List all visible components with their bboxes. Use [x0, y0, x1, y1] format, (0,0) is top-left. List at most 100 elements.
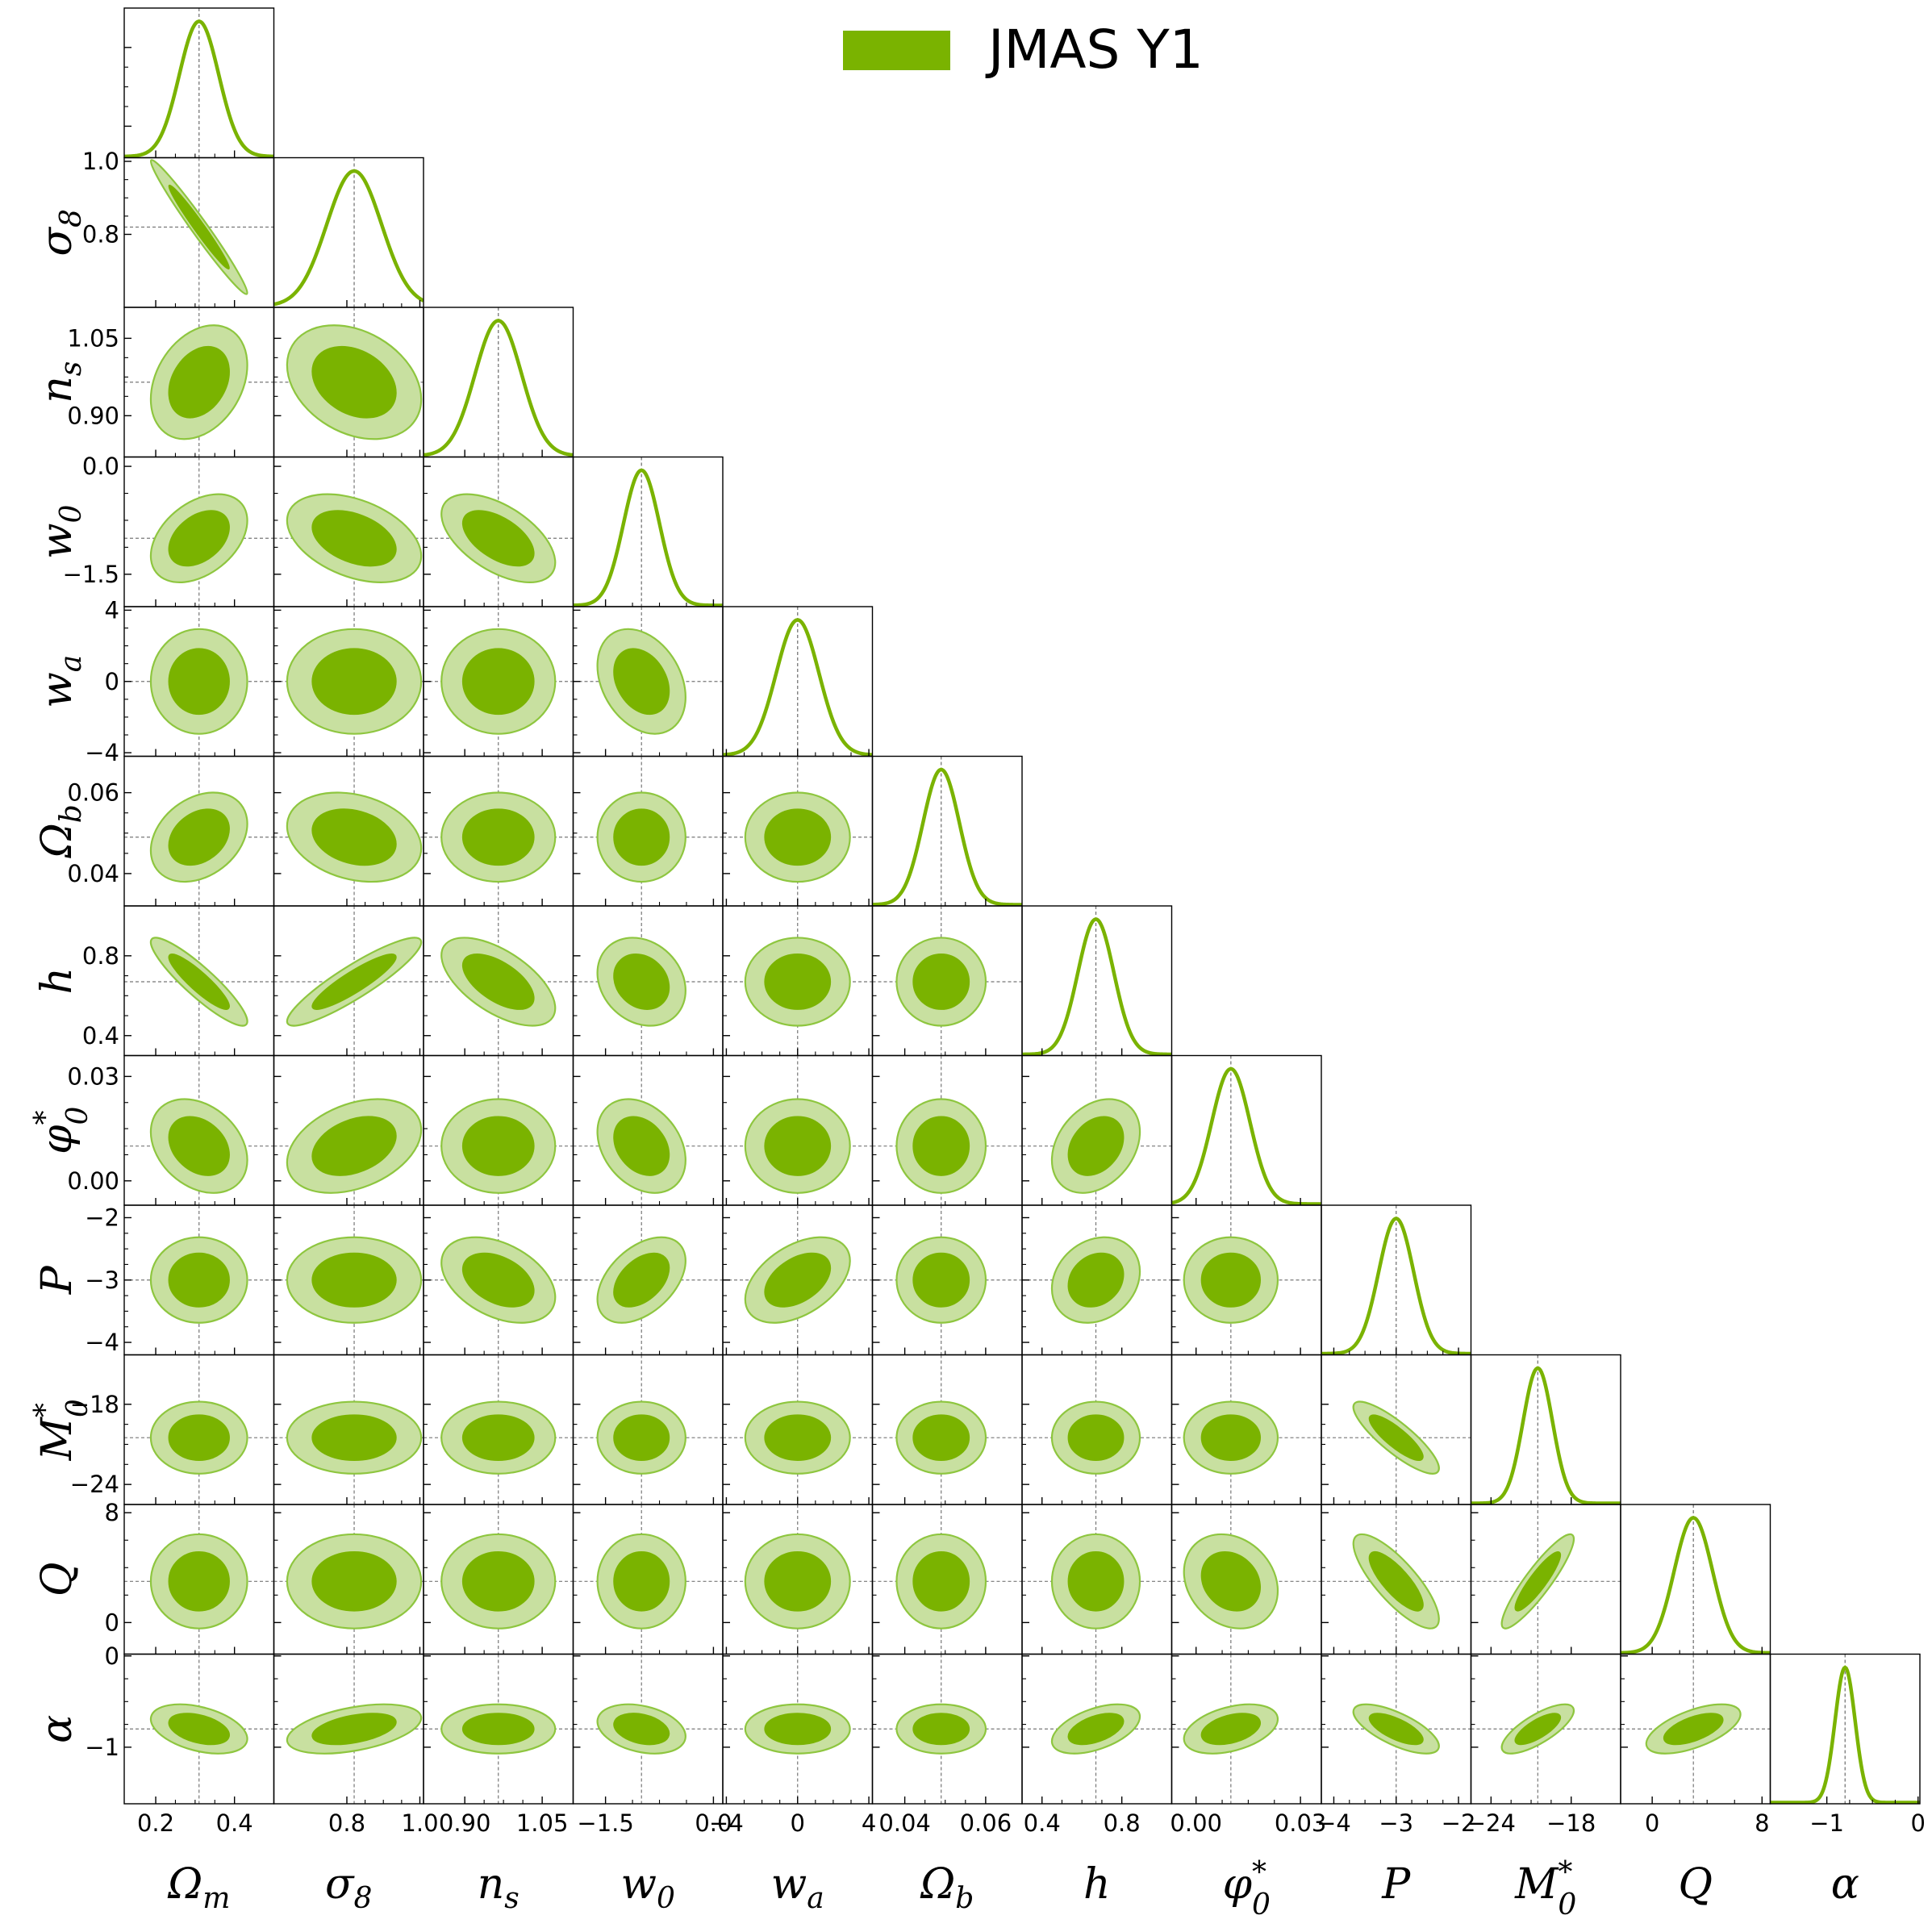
panel-P-Om: [123, 1204, 275, 1356]
contour-1sigma: [168, 1713, 230, 1746]
panel-Q-M0: [1470, 1504, 1621, 1655]
panel-frame: [1470, 1354, 1621, 1505]
contour-1sigma: [311, 954, 397, 1010]
panels: [123, 7, 1921, 1805]
y-tick-label-w0: −1.5: [63, 561, 119, 588]
contour-1sigma: [1368, 1414, 1424, 1461]
panel-s8-Om: [123, 156, 275, 308]
y-tick-label-P: −2: [85, 1204, 119, 1231]
x-axis-label-P: P: [1381, 1860, 1411, 1909]
contour-1sigma: [1067, 1713, 1125, 1746]
panel-alpha-h: [1021, 1653, 1173, 1805]
panel-Q-P: [1321, 1504, 1472, 1655]
panel-M0-h: [1021, 1354, 1173, 1505]
x-tick-label-s8: 0.8: [328, 1809, 365, 1837]
panel-h-ns: [423, 905, 574, 1057]
contour-1sigma: [168, 808, 230, 866]
contour-1sigma: [461, 510, 535, 567]
y-tick-label-alpha: 0: [105, 1642, 119, 1670]
panel-alpha-phi: [1170, 1653, 1322, 1805]
x-axis-label-M0: M* 0: [1514, 1856, 1576, 1922]
contour-1sigma: [764, 808, 832, 866]
panel-P-P: [1321, 1204, 1472, 1356]
contour-1sigma: [461, 808, 535, 866]
contour-1sigma: [613, 1252, 670, 1308]
x-tick-label-w0: 0.0: [695, 1809, 732, 1837]
panel-P-w0: [572, 1204, 724, 1356]
panel-Q-wa: [722, 1504, 874, 1655]
contour-1sigma: [311, 648, 397, 716]
panel-alpha-Om: [123, 1653, 275, 1805]
panel-M0-phi: [1170, 1354, 1322, 1505]
panel-M0-ns: [423, 1354, 574, 1505]
contour-1sigma: [1663, 1713, 1724, 1746]
y-axis-label-alpha: α: [33, 1715, 81, 1743]
contour-1sigma: [613, 1550, 670, 1612]
panel-P-h: [1021, 1204, 1173, 1356]
contour-1sigma: [461, 648, 535, 716]
contour-1sigma: [613, 1713, 670, 1746]
y-tick-label-alpha: −1: [85, 1734, 119, 1761]
contour-1sigma: [168, 345, 230, 419]
panel-h-s8: [273, 905, 424, 1057]
y-axis-label-Ob: Ωb: [33, 804, 88, 858]
y-tick-label-wa: 0: [105, 668, 119, 695]
contour-1sigma: [912, 1550, 970, 1612]
panel-wa-Om: [123, 606, 275, 757]
contour-1sigma: [461, 1713, 535, 1746]
y-axis-label-phi: φ*0: [29, 1107, 94, 1154]
y-axis-label-h: h: [33, 967, 81, 995]
panel-h-h: [1021, 905, 1173, 1057]
legend-label: JMAS Y1: [985, 19, 1204, 81]
panel-Ob-wa: [722, 755, 874, 907]
panel-P-Ob: [871, 1204, 1023, 1356]
contour-1sigma: [1200, 1713, 1262, 1746]
x-tick-label-w0: −1.5: [577, 1809, 633, 1837]
contour-1sigma: [1067, 1116, 1125, 1176]
panel-frame: [1769, 1653, 1921, 1805]
x-tick-label-P: −4: [1317, 1809, 1351, 1837]
y-tick-label-Q: 8: [105, 1499, 119, 1526]
x-tick-label-M0: −24: [1467, 1809, 1516, 1837]
y-tick-label-wa: 4: [105, 596, 119, 624]
contour-1sigma: [1200, 1414, 1262, 1461]
panel-phi-Ob: [871, 1054, 1023, 1206]
x-tick-label-Q: 8: [1755, 1809, 1769, 1837]
panel-Ob-w0: [572, 755, 724, 907]
contour-1sigma: [764, 1414, 832, 1461]
panel-phi-w0: [572, 1054, 724, 1206]
panel-ns-ns: [423, 307, 574, 458]
x-tick-label-Q: 0: [1645, 1809, 1659, 1837]
panel-alpha-M0: [1470, 1653, 1621, 1805]
contour-1sigma: [461, 1116, 535, 1176]
legend-swatch: [843, 31, 950, 70]
panel-alpha-Q: [1620, 1653, 1771, 1805]
posterior-curve-s8: [273, 169, 424, 307]
x-tick-label-M0: −18: [1546, 1809, 1596, 1837]
x-tick-label-Ob: 0.06: [960, 1809, 1012, 1837]
x-axis-label-w0: w0: [621, 1860, 675, 1915]
contour-1sigma: [461, 1252, 535, 1308]
panel-phi-ns: [423, 1054, 574, 1206]
contour-1sigma: [311, 345, 397, 419]
contour-1sigma: [1200, 1252, 1262, 1308]
contour-1sigma: [1067, 1252, 1125, 1308]
contour-1sigma: [764, 1252, 832, 1308]
contour-1sigma: [311, 510, 397, 567]
contour-1sigma: [168, 1116, 230, 1176]
panel-wa-ns: [423, 606, 574, 757]
x-tick-label-phi: 0.03: [1275, 1809, 1327, 1837]
contour-1sigma: [311, 1116, 397, 1176]
contour-1sigma: [1514, 1550, 1562, 1612]
contour-1sigma: [461, 954, 535, 1010]
contour-1sigma: [912, 1116, 970, 1176]
x-axis-label-h: h: [1083, 1860, 1111, 1909]
y-axis-label-ns: ns: [33, 361, 88, 403]
y-tick-label-Ob: 0.06: [67, 779, 119, 807]
panel-wa-s8: [273, 606, 424, 757]
x-tick-label-P: −2: [1442, 1809, 1476, 1837]
panel-M0-M0: [1470, 1354, 1621, 1505]
contour-1sigma: [764, 954, 832, 1010]
y-axis-label-wa: wa: [33, 655, 88, 708]
